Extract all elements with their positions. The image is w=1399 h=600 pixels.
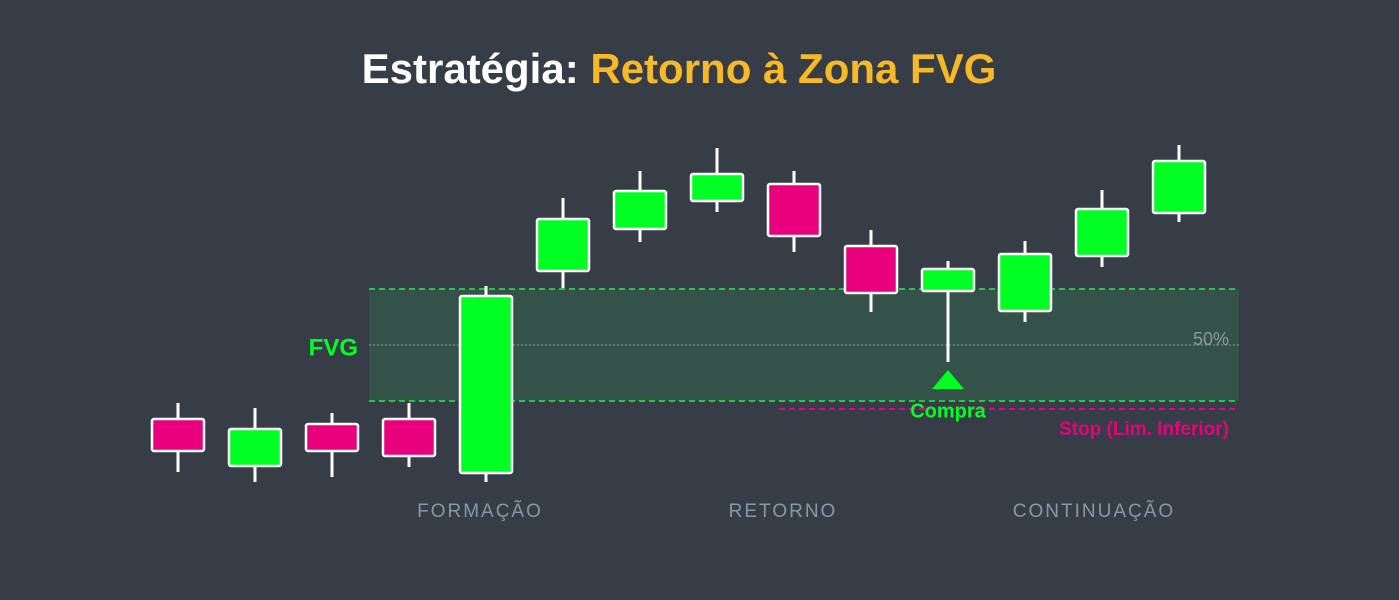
candle-body — [150, 417, 206, 453]
candle-body — [689, 172, 745, 203]
candle-body — [920, 267, 976, 293]
title-highlight: Retorno à Zona FVG — [590, 45, 996, 92]
candles — [150, 145, 1207, 482]
candle-body — [843, 244, 899, 295]
candle-body — [458, 294, 514, 475]
candle-body — [535, 217, 591, 273]
phase-label: CONTINUAÇÃO — [1013, 500, 1175, 522]
buy-arrow — [932, 370, 964, 389]
stop-label: Stop (Lim. Inferior) — [1059, 419, 1229, 440]
title: Estratégia: Retorno à Zona FVG — [362, 45, 997, 92]
candle-body — [1074, 207, 1130, 258]
candle-body — [612, 189, 668, 231]
title-prefix: Estratégia: — [362, 45, 579, 92]
fvg-zone — [369, 288, 1239, 410]
midline-label: 50% — [1193, 329, 1229, 349]
buy-label: Compra — [910, 400, 986, 422]
candle-body — [227, 427, 283, 468]
candle-body — [766, 182, 822, 238]
phase-label: RETORNO — [729, 501, 838, 522]
phase-label: FORMAÇÃO — [417, 500, 543, 522]
candle-body — [1151, 159, 1207, 215]
candle-body — [997, 252, 1053, 313]
candle-body — [381, 417, 437, 458]
fvg-label: FVG — [309, 334, 358, 361]
candle-body — [304, 422, 360, 453]
